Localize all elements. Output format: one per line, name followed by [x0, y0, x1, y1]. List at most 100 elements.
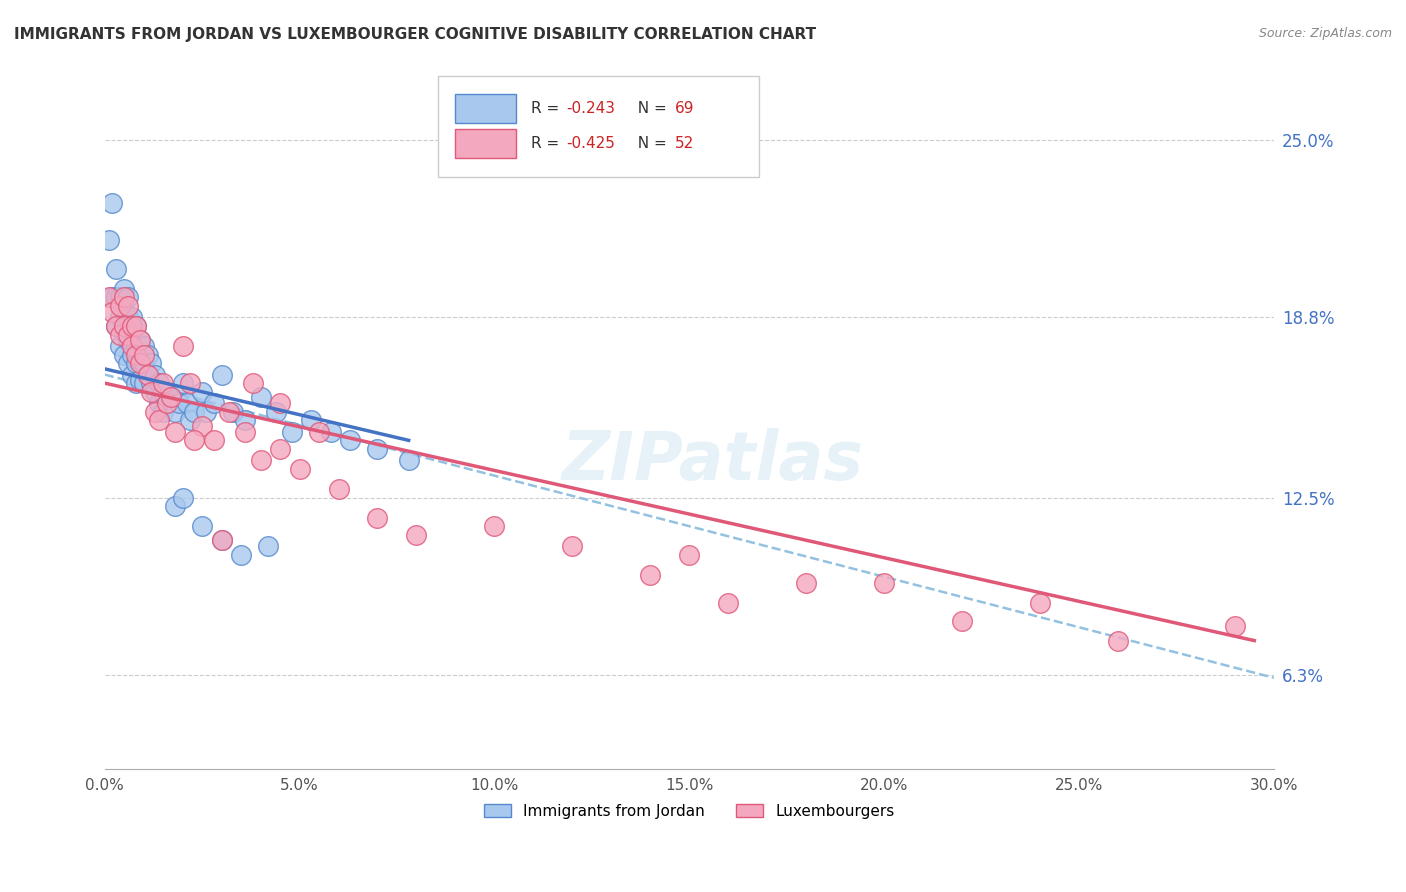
Point: [172, 376, 194, 391]
Point: [117, 299, 139, 313]
Point: [156, 396, 179, 410]
Text: R =: R =: [531, 136, 565, 151]
Point: [105, 318, 128, 333]
Point: [229, 548, 252, 562]
Point: [112, 325, 135, 339]
Point: [794, 576, 817, 591]
Point: [183, 434, 205, 448]
Point: [128, 353, 150, 368]
Point: [128, 373, 150, 387]
Point: [110, 327, 132, 342]
Point: [405, 528, 427, 542]
Point: [128, 333, 150, 347]
Point: [678, 548, 700, 562]
Point: [319, 425, 342, 439]
Point: [121, 347, 143, 361]
Point: [269, 396, 291, 410]
Point: [299, 413, 322, 427]
Point: [269, 442, 291, 456]
Text: ZIPatlas: ZIPatlas: [561, 428, 863, 494]
Point: [117, 290, 139, 304]
Point: [101, 196, 124, 211]
Point: [179, 376, 201, 391]
Point: [141, 376, 163, 391]
Point: [280, 425, 302, 439]
Point: [191, 384, 214, 399]
Point: [141, 356, 163, 370]
Point: [105, 318, 128, 333]
Point: [211, 533, 233, 548]
Point: [218, 405, 240, 419]
Point: [163, 405, 186, 419]
Point: [249, 453, 271, 467]
Point: [125, 356, 148, 370]
Point: [141, 384, 163, 399]
Point: [191, 519, 214, 533]
Point: [101, 304, 124, 318]
Point: [176, 396, 198, 410]
Point: [172, 339, 194, 353]
Point: [366, 510, 388, 524]
Point: [264, 405, 287, 419]
Point: [136, 368, 159, 382]
Point: [112, 304, 135, 318]
Point: [128, 333, 150, 347]
Point: [143, 368, 166, 382]
FancyBboxPatch shape: [456, 94, 516, 123]
Point: [105, 261, 128, 276]
Point: [308, 425, 330, 439]
Point: [156, 396, 179, 410]
Point: [121, 327, 143, 342]
Point: [117, 356, 139, 370]
Text: R =: R =: [531, 101, 565, 116]
Point: [101, 290, 124, 304]
Point: [112, 347, 135, 361]
Point: [121, 318, 143, 333]
Point: [143, 384, 166, 399]
Point: [561, 539, 583, 553]
Point: [110, 339, 132, 353]
Point: [191, 419, 214, 434]
Point: [1029, 596, 1052, 610]
Text: Source: ZipAtlas.com: Source: ZipAtlas.com: [1258, 27, 1392, 40]
Point: [148, 376, 170, 391]
Point: [125, 318, 148, 333]
Point: [873, 576, 896, 591]
Point: [121, 339, 143, 353]
Text: -0.425: -0.425: [567, 136, 616, 151]
Point: [117, 333, 139, 347]
Point: [288, 462, 311, 476]
Text: -0.243: -0.243: [567, 101, 616, 116]
FancyBboxPatch shape: [437, 76, 759, 178]
Point: [211, 368, 233, 382]
Point: [105, 290, 128, 304]
Point: [717, 596, 740, 610]
Point: [163, 425, 186, 439]
Point: [132, 356, 155, 370]
Point: [950, 614, 973, 628]
Point: [152, 384, 174, 399]
Point: [202, 434, 225, 448]
Text: IMMIGRANTS FROM JORDAN VS LUXEMBOURGER COGNITIVE DISABILITY CORRELATION CHART: IMMIGRANTS FROM JORDAN VS LUXEMBOURGER C…: [14, 27, 817, 42]
Legend: Immigrants from Jordan, Luxembourgers: Immigrants from Jordan, Luxembourgers: [478, 797, 901, 825]
Point: [233, 413, 256, 427]
FancyBboxPatch shape: [456, 128, 516, 158]
Point: [110, 299, 132, 313]
Point: [112, 282, 135, 296]
Point: [125, 376, 148, 391]
Text: N =: N =: [628, 136, 672, 151]
Point: [398, 453, 420, 467]
Point: [97, 290, 120, 304]
Point: [132, 376, 155, 391]
Point: [366, 442, 388, 456]
Point: [484, 519, 506, 533]
Point: [136, 368, 159, 382]
Text: 69: 69: [675, 101, 695, 116]
Point: [148, 413, 170, 427]
Point: [339, 434, 361, 448]
Point: [132, 339, 155, 353]
Point: [125, 318, 148, 333]
Text: 52: 52: [675, 136, 695, 151]
Point: [179, 413, 201, 427]
Point: [110, 310, 132, 325]
